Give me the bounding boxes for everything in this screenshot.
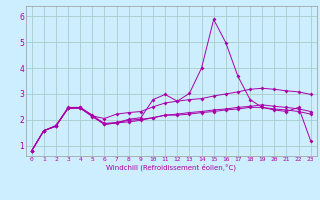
- X-axis label: Windchill (Refroidissement éolien,°C): Windchill (Refroidissement éolien,°C): [106, 164, 236, 171]
